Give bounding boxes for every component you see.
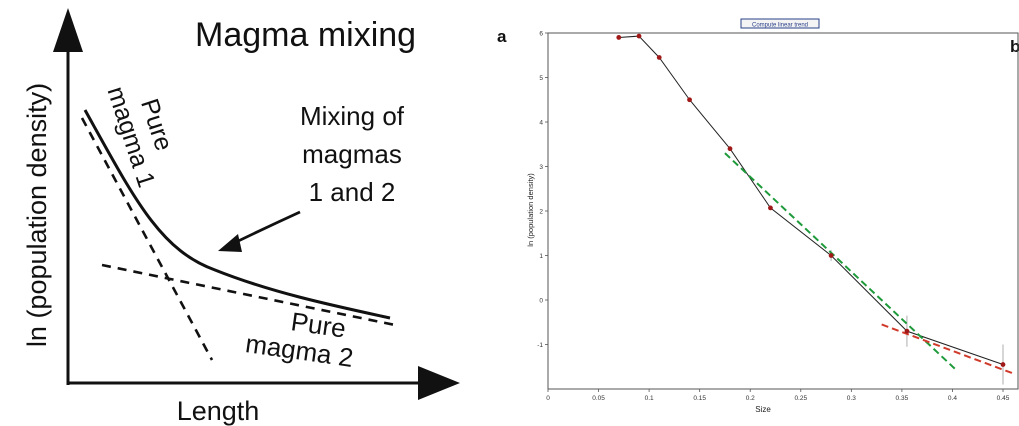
y-tick-label: 2 <box>539 208 543 215</box>
y-tick-label: -1 <box>537 342 543 349</box>
y-tick-label: 3 <box>539 164 543 171</box>
plot-frame <box>547 32 1019 390</box>
series-group <box>616 33 1014 385</box>
pure-magma-2-line <box>101 263 396 327</box>
compute-trend-button[interactable]: Compute linear trend <box>740 18 820 29</box>
x-ticks: 0 0.05 0.1 0.15 0.2 0.25 0.3 0.35 0.4 0.45 <box>546 389 1010 402</box>
x-tick-label: 0.3 <box>847 395 856 402</box>
mixing-label-line3: 1 and 2 <box>309 177 396 207</box>
x-axis-arrowhead <box>418 366 460 400</box>
compute-trend-button-label: Compute linear trend <box>752 23 808 29</box>
mixing-arrowhead <box>218 234 242 252</box>
data-point <box>904 328 910 334</box>
y-tick-label: 6 <box>539 30 543 37</box>
plot-y-label: ln (population density) <box>526 173 535 247</box>
data-point <box>828 253 834 258</box>
x-axis <box>68 366 460 400</box>
trend-line-red <box>881 323 1014 375</box>
x-tick-label: 0.1 <box>645 395 654 402</box>
schematic-y-label: ln (population density) <box>22 83 52 347</box>
y-tick-label: 4 <box>539 119 543 126</box>
data-point <box>727 146 733 152</box>
magma-mixing-schematic: Magma mixing ln (population density) Len… <box>22 8 460 426</box>
pure-magma-2-label: Pure magma 2 <box>244 306 356 373</box>
data-point <box>636 33 642 39</box>
x-tick-label: 0 <box>546 395 550 402</box>
csd-plot: a b Compute linear trend 0 0.05 0.1 0.15 0.2… <box>497 18 1019 414</box>
plot-x-label: Size <box>755 405 771 414</box>
schematic-x-label: Length <box>177 396 260 426</box>
y-axis <box>53 8 83 385</box>
trend-line-green <box>724 152 959 372</box>
schematic-title: Magma mixing <box>195 16 416 54</box>
data-point <box>616 35 622 40</box>
mixing-arrow <box>218 210 301 252</box>
x-tick-label: 0.05 <box>592 395 605 402</box>
x-tick-label: 0.4 <box>948 395 957 402</box>
pure-magma-1-line <box>80 117 214 361</box>
panel-label-a: a <box>497 27 507 46</box>
data-point <box>1000 362 1006 367</box>
y-tick-label: 1 <box>539 253 543 260</box>
data-point <box>768 205 773 211</box>
data-point <box>687 97 692 103</box>
y-ticks: -1 0 1 2 3 4 5 6 <box>537 30 548 349</box>
x-tick-label: 0.25 <box>794 395 807 402</box>
x-tick-label: 0.15 <box>693 395 706 402</box>
x-tick-label: 0.2 <box>746 395 755 402</box>
x-tick-label: 0.45 <box>997 395 1010 402</box>
pure-magma-1-label: Pure magma 1 <box>102 83 178 191</box>
data-point <box>656 55 662 60</box>
y-tick-label: 5 <box>539 75 543 82</box>
mixing-label-line2: magmas <box>302 139 402 169</box>
panel-label-b: b <box>1010 37 1019 56</box>
mixing-label-line1: Mixing of <box>300 101 405 131</box>
mixing-label: Mixing of magmas 1 and 2 <box>300 101 405 207</box>
x-tick-label: 0.35 <box>896 395 909 402</box>
y-tick-label: 0 <box>539 297 543 304</box>
y-axis-arrowhead <box>53 8 83 52</box>
data-series-line <box>618 35 1004 365</box>
mixing-curve <box>83 109 391 320</box>
